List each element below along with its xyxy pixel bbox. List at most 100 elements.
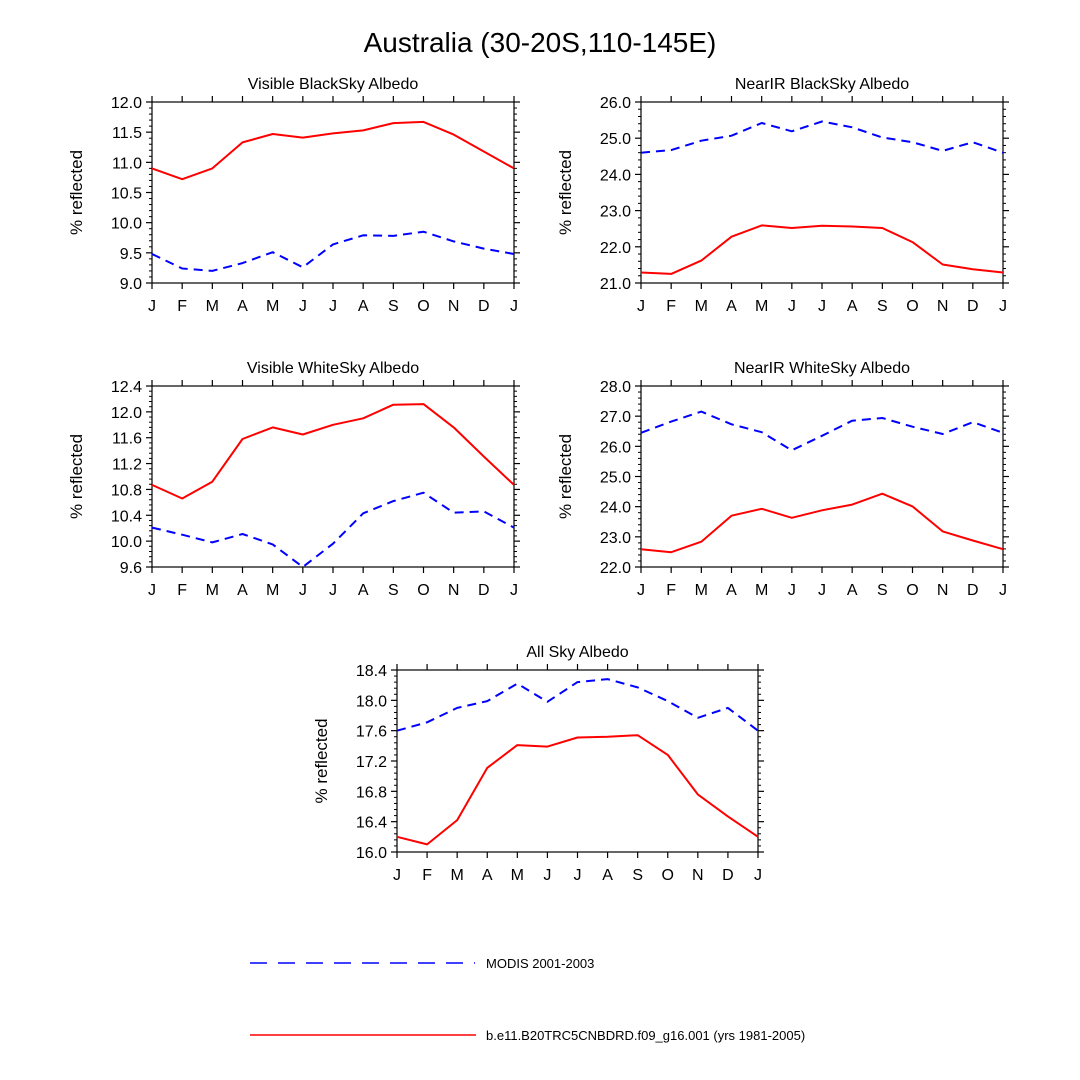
y-tick-label: 12.4	[111, 379, 142, 396]
series-line-modis	[640, 120, 1004, 154]
panel-title: Visible WhiteSky Albedo	[247, 360, 419, 377]
y-tick-label: 16.4	[356, 815, 387, 832]
x-tick-label: J	[299, 298, 307, 315]
x-tick-label: J	[788, 582, 796, 599]
x-tick-label: A	[237, 582, 248, 599]
x-tick-label: S	[388, 582, 399, 599]
x-tick-label: M	[695, 298, 708, 315]
x-tick-label: F	[177, 298, 187, 315]
x-tick-label: A	[847, 582, 858, 599]
x-tick-label: M	[451, 867, 464, 884]
x-tick-label: M	[266, 582, 279, 599]
x-tick-label: J	[393, 867, 401, 884]
panel-3: Visible WhiteSky Albedo % reflected 9.6 10.…	[67, 360, 520, 599]
y-tick-label: 22.0	[600, 240, 631, 257]
panel-5: All Sky Albedo % reflected 16.0 16.4 16.8 17.…	[312, 644, 764, 884]
y-tick-label: 25.0	[600, 470, 631, 487]
panel-1: Visible BlackSky Albedo % reflected 9.0 9.5…	[67, 76, 520, 315]
x-tick-label: N	[937, 298, 949, 315]
x-tick-label: M	[695, 582, 708, 599]
x-tick-label: N	[448, 298, 460, 315]
x-tick-label: A	[237, 298, 248, 315]
y-tick-label: 23.0	[600, 204, 631, 221]
x-tick-label: M	[206, 298, 219, 315]
series-line-model	[151, 120, 515, 181]
y-tick-label: 11.0	[112, 155, 142, 172]
x-tick-label: J	[999, 582, 1007, 599]
y-axis-label: % reflected	[312, 718, 331, 803]
x-tick-label: N	[937, 582, 949, 599]
x-tick-label: A	[358, 582, 369, 599]
y-tick-label: 9.6	[120, 560, 142, 577]
x-tick-label: J	[299, 582, 307, 599]
x-tick-label: A	[602, 867, 613, 884]
series-line-modis	[151, 230, 515, 272]
y-tick-label: 9.5	[120, 246, 142, 263]
x-tick-label: J	[637, 582, 645, 599]
x-tick-label: A	[726, 298, 737, 315]
y-axis-label: % reflected	[556, 150, 575, 235]
plot-frame	[640, 385, 1004, 568]
y-tick-label: 10.0	[111, 534, 142, 551]
x-tick-label: J	[637, 298, 645, 315]
x-tick-label: F	[666, 298, 676, 315]
x-tick-label: J	[510, 298, 518, 315]
plot-frame	[151, 385, 515, 568]
x-tick-label: J	[510, 582, 518, 599]
panels: Visible BlackSky Albedo % reflected 9.0 9.5…	[67, 76, 1009, 884]
y-tick-label: 12.0	[111, 95, 142, 112]
y-tick-label: 10.4	[111, 508, 142, 525]
y-tick-label: 17.2	[356, 754, 387, 771]
x-tick-label: F	[422, 867, 432, 884]
series-line-model	[640, 492, 1004, 554]
x-tick-label: D	[478, 298, 490, 315]
y-tick-label: 24.0	[600, 167, 631, 184]
x-tick-label: O	[906, 582, 918, 599]
x-tick-label: M	[206, 582, 219, 599]
x-tick-label: S	[877, 298, 888, 315]
y-tick-label: 18.4	[356, 663, 387, 680]
legend-label-model: b.e11.B20TRC5CNBDRD.f09_g16.001 (yrs 198…	[486, 1028, 805, 1043]
y-tick-label: 11.2	[112, 457, 142, 474]
x-tick-label: N	[692, 867, 704, 884]
y-axis-label: % reflected	[556, 434, 575, 519]
y-tick-label: 16.8	[356, 784, 387, 801]
x-tick-label: J	[999, 298, 1007, 315]
x-tick-label: A	[847, 298, 858, 315]
y-tick-label: 23.0	[600, 530, 631, 547]
x-tick-label: J	[329, 582, 337, 599]
series-line-modis	[640, 410, 1004, 452]
panel-title: Visible BlackSky Albedo	[248, 76, 419, 93]
x-tick-label: D	[478, 582, 490, 599]
x-tick-label: J	[818, 298, 826, 315]
x-tick-label: J	[754, 867, 762, 884]
legend: MODIS 2001-2003 b.e11.B20TRC5CNBDRD.f09_…	[250, 956, 805, 1043]
x-tick-label: J	[148, 298, 156, 315]
series-line-model	[396, 734, 759, 846]
x-tick-label: J	[543, 867, 551, 884]
y-tick-label: 9.0	[120, 276, 142, 293]
x-tick-label: J	[818, 582, 826, 599]
x-tick-label: M	[755, 582, 768, 599]
x-tick-label: O	[906, 298, 918, 315]
y-tick-label: 10.5	[111, 186, 142, 203]
series-line-modis	[396, 678, 759, 732]
panel-2: NearIR BlackSky Albedo % reflected 21.0 22.…	[556, 76, 1009, 315]
y-tick-label: 18.0	[356, 693, 387, 710]
plot-frame	[151, 101, 515, 284]
legend-label-modis: MODIS 2001-2003	[486, 956, 594, 971]
x-tick-label: J	[574, 867, 582, 884]
plot-frame	[640, 101, 1004, 284]
y-tick-label: 24.0	[600, 500, 631, 517]
series-line-model	[640, 224, 1004, 275]
y-tick-label: 16.0	[356, 845, 387, 862]
series-line-modis	[151, 491, 515, 568]
x-tick-label: M	[511, 867, 524, 884]
x-tick-label: F	[666, 582, 676, 599]
panel-title: All Sky Albedo	[526, 644, 628, 661]
x-tick-label: A	[358, 298, 369, 315]
x-tick-label: D	[967, 582, 979, 599]
x-tick-label: S	[388, 298, 399, 315]
x-tick-label: A	[726, 582, 737, 599]
